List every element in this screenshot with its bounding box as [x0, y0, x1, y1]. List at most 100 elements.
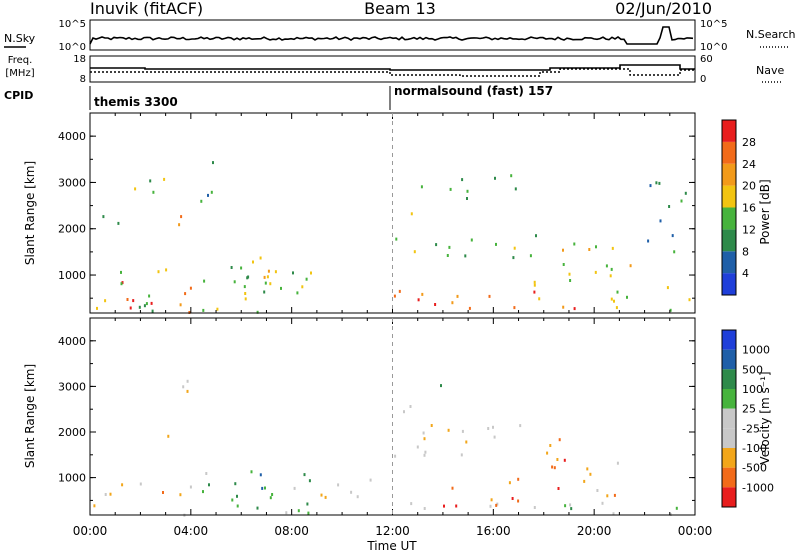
x-axis-ticks: 00:00 04:00 08:00 12:00 16:00 20:00 00:00: [73, 524, 713, 538]
data-cell: [468, 306, 471, 310]
data-cell: [447, 428, 450, 432]
data-cell: [688, 298, 691, 302]
data-cell: [301, 285, 304, 289]
x-tick-label: 00:00: [73, 524, 108, 538]
data-cell: [138, 305, 141, 309]
data-cell: [496, 502, 499, 506]
data-cell: [421, 292, 424, 296]
data-cell: [451, 486, 454, 490]
data-cell: [393, 294, 396, 298]
data-cell: [533, 283, 536, 287]
data-cell: [605, 264, 608, 268]
data-cell: [440, 384, 442, 388]
data-cell: [569, 503, 572, 507]
colorbar-swatch: [722, 369, 736, 389]
data-cell: [261, 486, 264, 490]
colorbar-tick-label: 24: [742, 158, 756, 171]
data-cell: [269, 496, 272, 500]
data-cell: [546, 451, 549, 455]
data-cell: [202, 308, 205, 312]
data-cell: [449, 187, 452, 191]
data-cell: [558, 438, 561, 442]
data-cell: [556, 458, 559, 461]
colorbar-swatch: [722, 389, 736, 409]
data-cell: [186, 389, 189, 393]
data-cell: [416, 445, 419, 449]
colorbar-swatch: [722, 467, 736, 488]
data-cell: [93, 504, 96, 508]
data-cell: [551, 465, 554, 469]
data-cell: [207, 193, 209, 197]
nsearch-tick-high: 10^5: [700, 19, 727, 30]
cpid-segment-normalsound: normalsound (fast) 157: [394, 84, 553, 98]
data-cell: [517, 499, 520, 503]
freq-tick-low: 8: [80, 74, 86, 85]
data-cell: [200, 199, 203, 203]
y-tick-label: 4000: [58, 130, 86, 143]
x-tick-label: 00:00: [678, 524, 713, 538]
data-cell: [448, 245, 451, 249]
data-cell: [163, 177, 166, 181]
data-cell: [613, 299, 615, 303]
data-cell: [533, 506, 536, 509]
data-cell: [461, 178, 464, 182]
data-cell: [306, 502, 309, 506]
velocity-axis-ticks: 1000 2000 3000 4000: [58, 318, 696, 515]
y-tick-label: 1000: [58, 472, 86, 485]
y-tick-label: 2000: [58, 223, 86, 236]
colorbar-tick-label: -500: [742, 462, 767, 475]
data-cell: [666, 286, 669, 290]
data-cell: [350, 490, 353, 494]
data-cell: [553, 466, 556, 470]
data-cell: [149, 179, 152, 183]
colorbar-tick-label: 12: [742, 223, 756, 236]
y-tick-label: 4000: [58, 335, 86, 348]
data-cell: [320, 493, 323, 497]
freq-trace: [90, 64, 695, 71]
data-cell: [256, 506, 259, 510]
y-tick-label: 3000: [58, 176, 86, 189]
data-cell: [609, 274, 612, 278]
colorbar-swatch: [722, 229, 736, 252]
data-cell: [563, 458, 566, 462]
data-cell: [216, 307, 219, 311]
data-cell: [455, 504, 458, 508]
freq-tick-high: 18: [73, 54, 86, 65]
data-cell: [236, 504, 239, 508]
data-cell: [240, 266, 243, 270]
data-cell: [586, 467, 589, 471]
data-cell: [562, 248, 564, 252]
data-cell: [616, 461, 619, 465]
nsky-tick-low: 10^0: [59, 42, 86, 53]
data-cell: [655, 181, 658, 185]
data-cell: [292, 271, 294, 275]
colorbar-swatch: [722, 349, 736, 370]
data-cell: [466, 189, 469, 193]
data-cell: [210, 190, 213, 194]
beam-title: Beam 13: [364, 0, 436, 18]
data-cell: [675, 506, 678, 510]
data-cell: [535, 234, 537, 238]
colorbar-tick-label: -1000: [742, 481, 774, 494]
nsearch-tick-low: 10^0: [700, 42, 727, 53]
nsky-label: N.Sky: [4, 32, 36, 45]
data-cell: [148, 294, 151, 298]
x-tick-label: 20:00: [577, 524, 612, 538]
data-cell: [417, 298, 420, 302]
data-cell: [514, 187, 517, 191]
data-cell: [668, 205, 671, 208]
x-tick-label: 16:00: [476, 524, 511, 538]
data-cell: [117, 221, 120, 225]
data-cell: [250, 470, 253, 474]
data-cell: [297, 509, 300, 513]
data-cell: [435, 243, 438, 247]
data-cell: [120, 270, 122, 274]
data-cell: [434, 303, 437, 306]
data-cell: [293, 486, 296, 490]
data-cell: [269, 282, 272, 286]
data-cell: [305, 277, 308, 281]
y-tick-label: 3000: [58, 380, 86, 393]
data-cell: [420, 185, 423, 189]
data-cell: [495, 503, 498, 507]
